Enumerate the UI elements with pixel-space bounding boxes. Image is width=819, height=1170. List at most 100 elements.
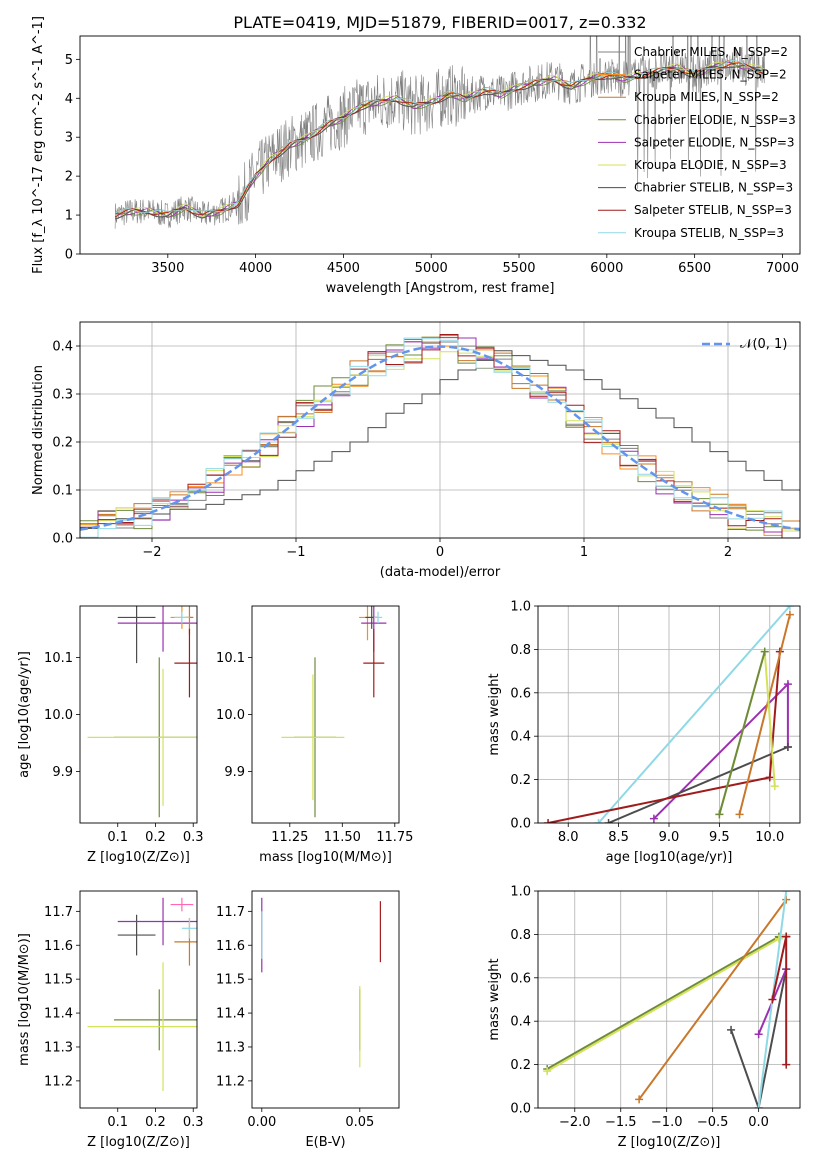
model-line-7 [114,62,765,218]
residuals-ytick-label: 0.2 [52,436,73,451]
age_weight-ytick-label: 0.6 [510,686,531,701]
age_weight-xtick-label: 9.5 [709,830,730,845]
age_weight-marker-3-1 [765,773,774,782]
spectrum-xtick-label: 4000 [239,261,272,276]
residuals-ytick-label: 0.4 [52,340,73,355]
z_weight-series-1 [546,937,780,1072]
age_weight-xtick-label: 8.0 [558,830,579,845]
ebv_mass-xtick-label: 0.00 [247,1115,276,1130]
age_weight-series-3 [547,651,781,823]
z_mass-ytick-label: 11.7 [44,905,73,920]
z_weight-marker-5-1 [782,891,791,895]
spectrum-legend: Chabrier MILES, N_SSP=2 Salpeter MILES, N… [598,45,796,240]
spectrum-xtick-label: 4500 [327,261,360,276]
age_weight-marker-1-1 [783,680,792,689]
z_weight-frame [537,890,801,1109]
mass_age-ytick-label: 10.1 [216,651,245,666]
ebv_mass-ytick-label: 11.4 [216,1007,245,1022]
z_weight-marker-5-0 [754,1104,763,1108]
z_weight-series-7 [771,936,788,1000]
legend-label-4: Salpeter ELODIE, N_SSP=3 [634,135,795,149]
ebv_mass-ytick-label: 11.2 [216,1074,245,1089]
z_weight-ytick-label: 0.6 [510,971,531,986]
normal-curve [80,345,800,531]
residuals-xtick-label: 0 [436,545,444,560]
spectrum-ytick-label: 0 [65,248,73,263]
mass_age-ytick-label: 10.0 [216,708,245,723]
z_weight-ytick-label: 1.0 [510,885,531,900]
spectrum-xtick-label: 6500 [678,261,711,276]
mass_age-xtick-label: 11.50 [324,830,361,845]
model-line-8 [114,60,765,214]
z_age-ytick-label: 10.1 [44,651,73,666]
z_weight-marker-7-0 [768,995,777,1004]
z_weight-xtick-label: −2.0 [559,1115,591,1130]
z_weight-marker-6-1 [782,1060,791,1069]
residuals-axes: −2 −1 0 1 2 0.0 0.1 0.2 0.3 0.4 (data-model)/error… [31,322,800,580]
legend-label-2: Kroupa MILES, N_SSP=2 [634,90,779,104]
z_weight-xtick-label: 0.0 [748,1115,769,1130]
age_weight-marker-5-2 [770,782,779,791]
spectrum-ytick-label: 3 [65,131,73,146]
age_weight-marker-0-1 [785,606,794,610]
ebv_mass-ytick-label: 11.3 [216,1040,245,1055]
residuals-xtick-label: 1 [580,545,588,560]
spectrum-xtick-label: 5000 [415,261,448,276]
z_weight-marker-1-0 [543,1067,552,1076]
age_weight-frame [537,605,801,824]
normal-legend-label: 𝒩(0, 1) [740,337,787,352]
z_mass-xlabel: Z [log10(Z/Z⊙)] [87,1135,190,1150]
age_weight-ytick-label: 0.2 [510,773,531,788]
z_weight-ytick-label: 0.4 [510,1015,531,1030]
ebv_mass-ytick-label: 11.7 [216,905,245,920]
age_weight-marker-4-1 [785,610,794,619]
z_age-xtick-label: 0.2 [145,830,166,845]
z_age-axes: 0.1 0.2 0.3 9.9 10.0 10.1 Z [log10(Z/Z⊙)] age [… [17,651,204,865]
z_mass-ytick-label: 11.5 [44,973,73,988]
residuals-ytick-label: 0.3 [52,388,73,403]
legend-label-5: Kroupa ELODIE, N_SSP=3 [634,158,787,172]
z_weight-ylabel: mass weight [487,958,502,1040]
z_weight-xlabel: Z [log10(Z/Z⊙)] [618,1135,721,1150]
z_weight-series-2 [638,899,788,1100]
residuals-ytick-label: 0.1 [52,484,73,499]
residuals-xtick-label: 2 [724,545,732,560]
mass_age-points [281,606,387,818]
age_weight-xtick-label: 10.0 [755,830,784,845]
z_mass-xtick-label: 0.2 [145,1115,166,1130]
age_weight-xlabel: age [log10(age/yr)] [606,850,733,865]
legend-label-6: Chabrier STELIB, N_SSP=3 [634,181,793,195]
residuals-xlabel: (data-model)/error [380,565,501,580]
legend-label-1: Salpeter MILES, N_SSP=2 [634,68,787,82]
residuals-frame [79,321,801,539]
residuals-xtick-label: −1 [286,545,305,560]
mass_age-frame [251,605,400,824]
ebv_mass-xtick-label: 0.05 [345,1115,374,1130]
spectrum-xtick-label: 3500 [151,261,184,276]
age_weight-series-2 [608,746,789,823]
figure-title: PLATE=0419, MJD=51879, FIBERID=0017, z=0… [233,13,646,32]
z_weight-ytick-label: 0.2 [510,1058,531,1073]
spectrum-xtick-label: 7000 [766,261,799,276]
spectrum-ytick-label: 4 [65,92,73,107]
spectrum-xtick-label: 5500 [502,261,535,276]
ebv_mass-ytick-label: 11.5 [216,973,245,988]
age_weight-ytick-label: 0.0 [510,817,531,832]
z_weight-axes: −2.0 −1.5 −1.0 −0.5 0.0 0.0 0.2 0.4 0.6 0.8 1.0 Z [… [487,885,800,1150]
z_weight-marker-3-0 [727,1025,736,1034]
residual-hist-8 [80,337,800,538]
spectrum-frame [79,35,801,255]
z_age-xtick-label: 0.1 [107,830,128,845]
ebv_mass-xlabel: E(B-V) [305,1135,345,1150]
age_weight-marker-6-1 [760,647,769,656]
z_weight-xtick-label: −1.5 [605,1115,637,1130]
spectrum-xtick-label: 6000 [590,261,623,276]
mass_age-axes: 11.25 11.50 11.75 9.9 10.0 10.1 mass [log10(M/… [216,651,413,865]
spectrum-ytick-label: 5 [65,53,73,68]
age_weight-marker-3-0 [544,819,553,823]
mass_age-xtick-label: 11.25 [271,830,308,845]
age_weight-marker-4-0 [735,810,744,819]
z_age-xtick-label: 0.3 [183,830,204,845]
z_mass-ytick-label: 11.6 [44,939,73,954]
